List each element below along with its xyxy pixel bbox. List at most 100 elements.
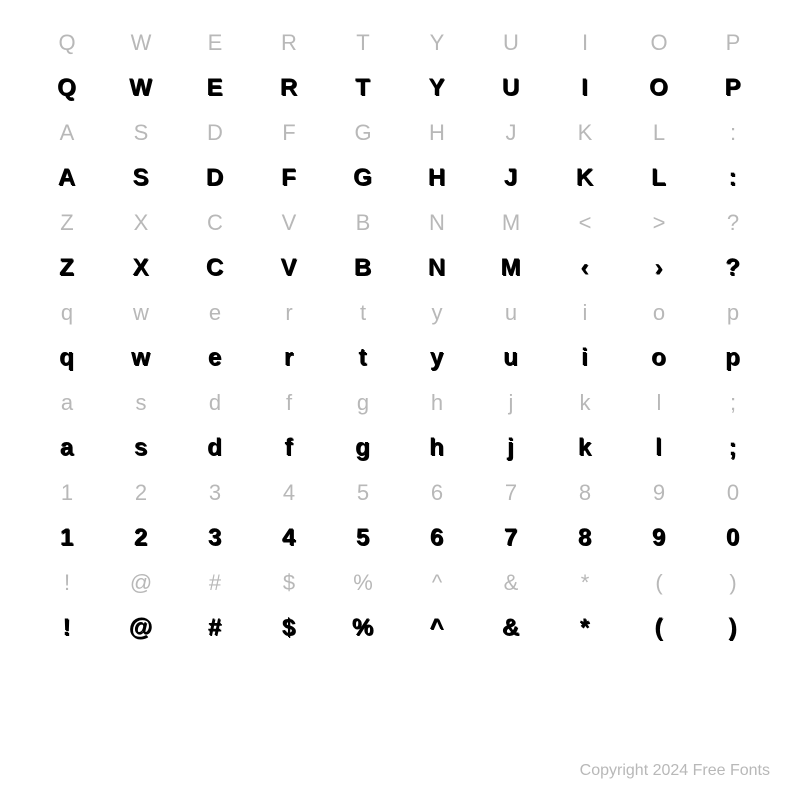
reference-char: Y — [430, 30, 445, 56]
reference-char: X — [134, 210, 149, 236]
glyph-char: 1 — [60, 524, 74, 552]
reference-char: 7 — [505, 480, 517, 506]
reference-char: E — [208, 30, 223, 56]
reference-char: w — [133, 300, 149, 326]
reference-char: D — [207, 120, 223, 146]
reference-char: J — [506, 120, 517, 146]
reference-char: f — [286, 390, 292, 416]
glyph-char: B — [354, 254, 372, 282]
glyph-char: ( — [655, 614, 664, 642]
reference-char: q — [61, 300, 73, 326]
reference-char: 1 — [61, 480, 73, 506]
copyright-text: Copyright 2024 Free Fonts — [580, 762, 770, 780]
glyph-char: I — [581, 74, 589, 102]
glyph-char: L — [651, 164, 667, 192]
reference-char: V — [282, 210, 297, 236]
reference-char: e — [209, 300, 221, 326]
glyph-char: ? — [725, 254, 741, 282]
reference-char: I — [582, 30, 588, 56]
glyph-char: y — [430, 344, 444, 372]
reference-char: 2 — [135, 480, 147, 506]
reference-char: d — [209, 390, 221, 416]
glyph-char: A — [58, 164, 76, 192]
glyph-char: w — [131, 344, 151, 372]
reference-char: A — [60, 120, 75, 146]
reference-char: R — [281, 30, 297, 56]
glyph-char: ! — [63, 614, 72, 642]
reference-char: N — [429, 210, 445, 236]
glyph-char: W — [129, 74, 153, 102]
glyph-char: k — [578, 434, 592, 462]
glyph-char: 4 — [282, 524, 296, 552]
reference-char: t — [360, 300, 366, 326]
glyph-char: % — [352, 614, 374, 642]
glyph-char: ‹ — [581, 254, 590, 282]
glyph-char: F — [281, 164, 297, 192]
glyph-char: g — [355, 434, 371, 462]
glyph-char: T — [355, 74, 371, 102]
glyph-char: l — [655, 434, 663, 462]
glyph-char: H — [428, 164, 446, 192]
glyph-char: V — [280, 254, 297, 282]
reference-char: r — [285, 300, 292, 326]
glyph-char: J — [504, 164, 518, 192]
glyph-char: d — [207, 434, 223, 462]
reference-char: > — [653, 210, 666, 236]
reference-char: ( — [655, 570, 662, 596]
reference-char: F — [282, 120, 295, 146]
character-map-grid: QWERTYUIOPQWERTYUIOPASDFGHJKL:ASDFGHJKL:… — [30, 20, 770, 740]
reference-char: $ — [283, 570, 295, 596]
reference-char: B — [356, 210, 371, 236]
glyph-char: Q — [57, 74, 77, 102]
glyph-char: 6 — [430, 524, 444, 552]
glyph-char: j — [507, 434, 515, 462]
reference-char: 4 — [283, 480, 295, 506]
glyph-char: o — [651, 344, 667, 372]
reference-char: H — [429, 120, 445, 146]
reference-char: & — [504, 570, 519, 596]
glyph-char: M — [501, 254, 522, 282]
glyph-char: p — [725, 344, 741, 372]
reference-char: g — [357, 390, 369, 416]
reference-char: ! — [64, 570, 70, 596]
reference-char: T — [356, 30, 369, 56]
reference-char: C — [207, 210, 223, 236]
reference-char: 8 — [579, 480, 591, 506]
reference-char: # — [209, 570, 221, 596]
glyph-char: › — [655, 254, 664, 282]
reference-char: M — [502, 210, 520, 236]
glyph-char: E — [206, 74, 223, 102]
reference-char: o — [653, 300, 665, 326]
reference-char: k — [580, 390, 591, 416]
glyph-char: D — [206, 164, 224, 192]
reference-char: ^ — [432, 570, 442, 596]
glyph-char: h — [429, 434, 445, 462]
glyph-char: ; — [729, 434, 738, 462]
reference-char: O — [650, 30, 667, 56]
glyph-char: t — [359, 344, 368, 372]
glyph-char: C — [206, 254, 224, 282]
glyph-char: 2 — [134, 524, 148, 552]
glyph-char: G — [353, 164, 373, 192]
reference-char: ? — [727, 210, 739, 236]
glyph-char: i — [581, 344, 589, 372]
glyph-char: f — [285, 434, 294, 462]
glyph-char: a — [60, 434, 74, 462]
reference-char: a — [61, 390, 73, 416]
reference-char: W — [131, 30, 152, 56]
reference-char: % — [353, 570, 373, 596]
reference-char: j — [509, 390, 514, 416]
glyph-char: 0 — [726, 524, 740, 552]
glyph-char: & — [502, 614, 520, 642]
reference-char: K — [578, 120, 593, 146]
reference-char: S — [134, 120, 149, 146]
glyph-char: $ — [282, 614, 296, 642]
reference-char: u — [505, 300, 517, 326]
glyph-char: ) — [729, 614, 738, 642]
glyph-char: # — [208, 614, 222, 642]
glyph-char: U — [502, 74, 520, 102]
glyph-char: * — [580, 614, 590, 642]
reference-char: @ — [130, 570, 152, 596]
reference-char: 3 — [209, 480, 221, 506]
glyph-char: 8 — [578, 524, 592, 552]
